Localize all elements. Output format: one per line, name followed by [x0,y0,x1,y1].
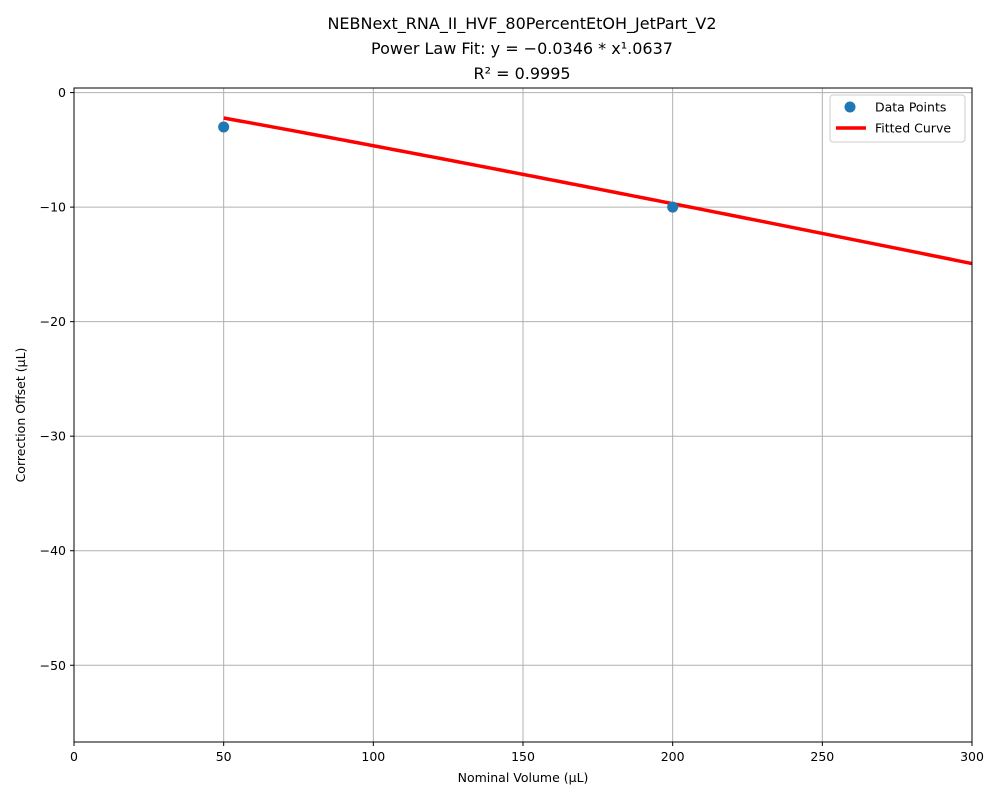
x-tick-label: 300 [960,749,984,764]
legend-label: Fitted Curve [875,121,951,136]
y-tick-label: 0 [58,85,66,100]
x-tick-label: 50 [216,749,232,764]
legend-marker-data-points [844,101,856,113]
chart-title-line: Power Law Fit: y = −0.0346 * x¹.0637 [371,39,673,58]
fitted-curve-line [223,116,973,266]
y-tick-label: −30 [40,429,66,444]
legend-label: Data Points [875,100,946,115]
x-tick-label: 100 [361,749,385,764]
y-tick-label: −10 [40,200,66,215]
y-axis-ticks: 0 −10 −20 −30 −40 −50 [40,85,74,673]
legend[interactable]: Data Points Fitted Curve [829,94,966,143]
chart-title-line: R² = 0.9995 [473,64,570,83]
chart-title: NEBNext_RNA_II_HVF_80PercentEtOH_JetPart… [327,14,716,83]
y-tick-label: −40 [40,543,66,558]
data-points-group [218,121,679,213]
x-tick-label: 200 [661,749,685,764]
x-axis-ticks: 0 50 100 150 200 250 300 [70,742,984,764]
x-tick-label: 0 [70,749,78,764]
fitted-curve-group [223,116,973,266]
grid [73,88,973,742]
x-tick-label: 150 [511,749,535,764]
x-axis-label: Nominal Volume (µL) [458,770,589,785]
y-tick-label: −50 [40,658,66,673]
data-point [218,121,230,133]
y-tick-label: −20 [40,314,66,329]
y-axis-label: Correction Offset (µL) [13,348,28,483]
legend-box [829,94,966,143]
chart-title-line: NEBNext_RNA_II_HVF_80PercentEtOH_JetPart… [327,14,716,34]
x-tick-label: 250 [810,749,834,764]
data-point [667,201,679,213]
